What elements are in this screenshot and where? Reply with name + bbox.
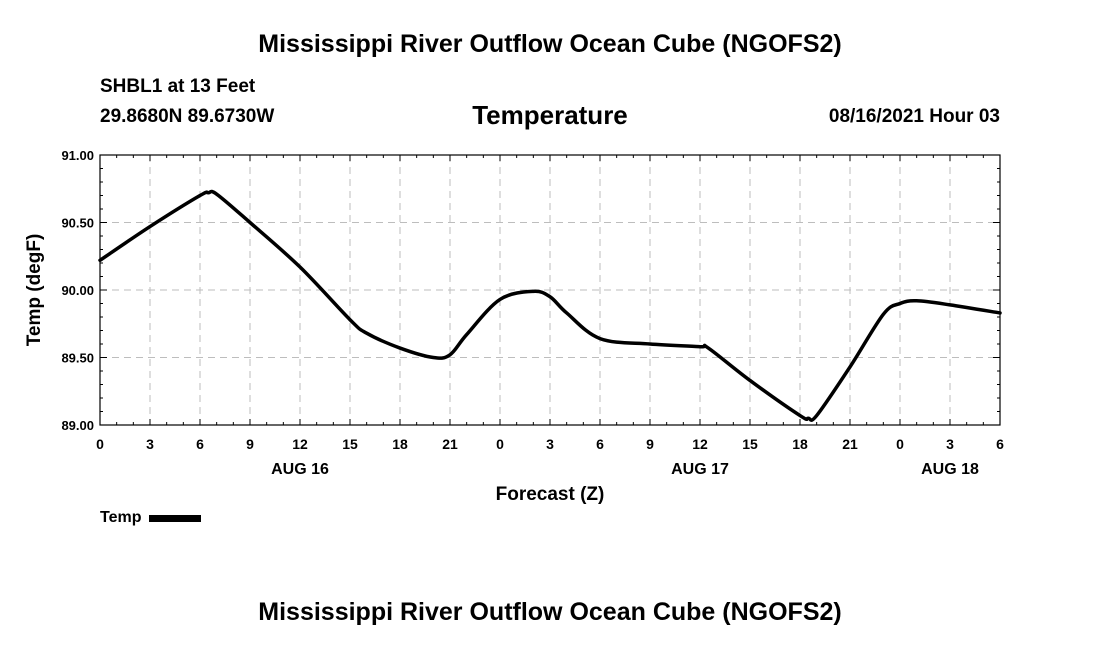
- chart-main-title: Mississippi River Outflow Ocean Cube (NG…: [258, 30, 842, 58]
- forecast-datetime: 08/16/2021 Hour 03: [828, 106, 1000, 127]
- x-tick-label: 9: [246, 436, 254, 452]
- x-tick-label: 18: [392, 436, 408, 452]
- x-tick-label: 15: [742, 436, 758, 452]
- x-axis-title: Forecast (Z): [496, 484, 605, 505]
- axis-ticks: [99, 154, 1001, 426]
- x-tick-label: 15: [342, 436, 358, 452]
- x-tick-label: 0: [896, 436, 904, 452]
- grid-lines: [100, 155, 1000, 425]
- y-tick-label: 90.50: [61, 216, 94, 231]
- legend: Temp: [100, 509, 202, 527]
- y-axis-title: Temp (degF): [24, 234, 45, 347]
- x-tick-label: 12: [292, 436, 308, 452]
- x-tick-label: 21: [442, 436, 458, 452]
- legend-line-swatch: [149, 514, 202, 522]
- x-tick-label: 0: [496, 436, 504, 452]
- variable-title: Temperature: [472, 100, 628, 130]
- date-label: AUG 17: [671, 461, 729, 478]
- x-tick-label: 21: [842, 436, 858, 452]
- station-coordinates: 29.8680N 89.6730W: [100, 106, 275, 127]
- x-tick-label: 9: [646, 436, 654, 452]
- y-tick-label: 89.00: [61, 418, 94, 433]
- x-tick-label: 3: [146, 436, 154, 452]
- date-label: AUG 18: [921, 461, 979, 478]
- y-tick-label: 90.00: [61, 283, 94, 298]
- x-tick-label: 12: [692, 436, 708, 452]
- x-tick-label: 18: [792, 436, 808, 452]
- x-tick-label: 6: [596, 436, 604, 452]
- temp-series-line: [98, 189, 1002, 422]
- x-tick-label: 3: [946, 436, 954, 452]
- x-tick-label: 0: [96, 436, 104, 452]
- axis-labels: 0 3 6 9 12 15 18 21 0 3 6 9 12 15 18 21 0 3 6 89.00 89.50 90.…: [61, 148, 1004, 478]
- date-label: AUG 16: [271, 461, 329, 478]
- x-tick-label: 3: [546, 436, 554, 452]
- station-label: SHBL1 at 13 Feet: [100, 76, 256, 97]
- x-tick-label: 6: [196, 436, 204, 452]
- y-tick-label: 89.50: [61, 351, 94, 366]
- chart-footer-title: Mississippi River Outflow Ocean Cube (NG…: [258, 598, 842, 626]
- y-tick-label: 91.00: [61, 148, 94, 163]
- legend-label: Temp: [100, 509, 142, 526]
- x-tick-label: 6: [996, 436, 1004, 452]
